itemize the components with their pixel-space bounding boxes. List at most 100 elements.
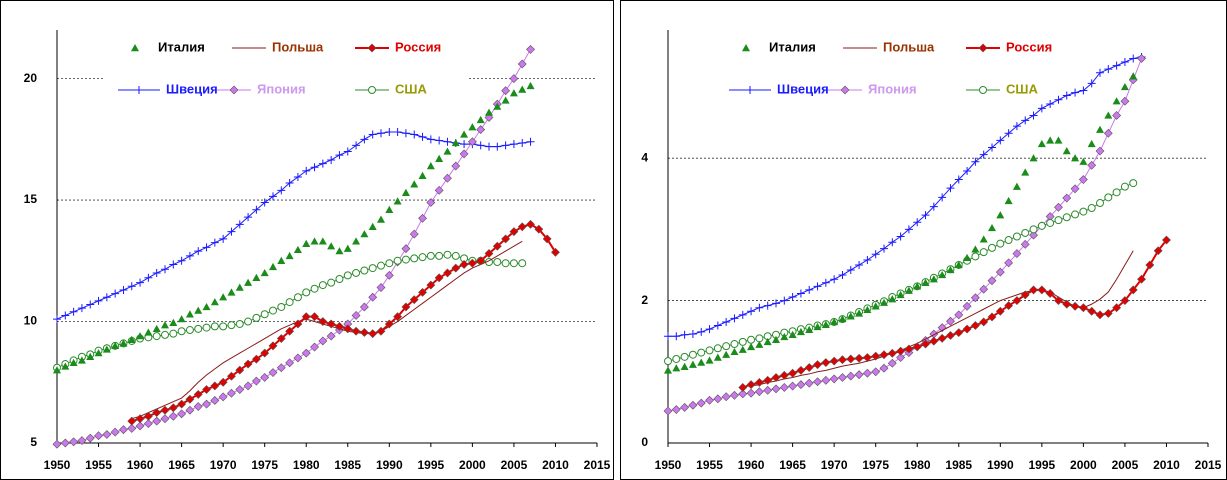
marker <box>468 123 477 131</box>
marker <box>385 128 394 137</box>
marker <box>713 353 722 361</box>
series-line <box>668 56 1142 337</box>
marker <box>696 398 706 408</box>
marker <box>1037 285 1047 295</box>
marker <box>185 251 194 260</box>
marker <box>1046 218 1055 227</box>
marker <box>871 250 880 259</box>
marker <box>501 259 510 268</box>
marker <box>61 362 70 370</box>
marker <box>443 268 452 278</box>
marker <box>276 363 286 373</box>
marker <box>1004 196 1013 205</box>
marker <box>995 267 1005 277</box>
marker <box>343 271 352 280</box>
marker <box>493 142 502 151</box>
marker <box>904 225 913 234</box>
marker <box>418 213 427 223</box>
marker <box>476 125 486 135</box>
x-tick-label: 2015 <box>584 458 611 472</box>
marker <box>987 312 997 322</box>
marker <box>946 316 955 326</box>
marker <box>896 232 905 241</box>
marker <box>771 373 781 382</box>
marker <box>110 427 120 437</box>
marker <box>1071 88 1080 97</box>
marker <box>385 259 394 268</box>
marker <box>426 198 436 207</box>
legend-label: Италия <box>158 39 205 54</box>
marker <box>360 135 369 144</box>
marker <box>318 281 327 290</box>
marker <box>805 285 814 294</box>
marker <box>796 289 805 298</box>
marker <box>730 347 739 356</box>
marker <box>788 368 798 378</box>
marker <box>235 365 245 375</box>
x-tick-label: 1950 <box>655 458 682 472</box>
marker <box>169 329 178 338</box>
x-tick-label: 1955 <box>696 458 723 472</box>
marker <box>688 350 697 359</box>
marker <box>813 282 822 291</box>
marker <box>210 381 220 391</box>
marker <box>854 370 864 380</box>
marker <box>351 326 361 336</box>
marker <box>202 243 211 252</box>
marker <box>846 312 855 320</box>
legend-label: Италия <box>769 39 816 54</box>
marker <box>672 354 681 363</box>
marker <box>343 147 352 156</box>
marker <box>301 348 311 358</box>
marker <box>177 399 187 409</box>
legend-marker <box>131 44 139 52</box>
marker <box>929 336 939 346</box>
series-line <box>131 223 557 423</box>
marker <box>921 278 930 286</box>
marker <box>747 342 756 351</box>
marker <box>979 150 988 159</box>
marker <box>244 213 253 222</box>
legend-marker <box>979 86 987 94</box>
marker <box>401 244 411 254</box>
marker <box>1046 136 1055 144</box>
legend-label: США <box>395 81 427 96</box>
marker <box>1021 228 1030 237</box>
marker <box>821 375 831 385</box>
marker <box>161 330 169 339</box>
marker <box>904 344 914 354</box>
legend-marker <box>978 43 988 53</box>
marker <box>913 218 922 227</box>
marker <box>887 358 897 368</box>
marker <box>410 254 419 263</box>
marker <box>517 59 527 69</box>
marker <box>235 220 244 229</box>
marker <box>418 287 427 297</box>
marker <box>1078 175 1088 184</box>
marker <box>747 307 756 316</box>
marker <box>1087 139 1096 148</box>
marker <box>938 193 947 202</box>
marker <box>971 157 980 166</box>
marker <box>185 405 195 415</box>
marker <box>755 303 764 312</box>
marker <box>219 322 228 331</box>
marker <box>804 378 814 388</box>
marker <box>1104 193 1113 202</box>
marker <box>393 128 402 137</box>
marker <box>846 354 856 364</box>
marker <box>384 319 394 329</box>
marker <box>754 387 764 397</box>
marker <box>467 137 477 147</box>
marker <box>310 312 319 322</box>
marker <box>813 360 822 370</box>
marker <box>663 406 673 416</box>
legend-marker <box>229 85 239 95</box>
marker <box>277 186 286 195</box>
x-tick-label: 1970 <box>821 458 848 472</box>
marker <box>746 388 756 398</box>
y-tick-label: 5 <box>30 435 37 449</box>
marker <box>995 306 1005 316</box>
x-tick-label: 1985 <box>334 458 361 472</box>
marker <box>517 222 527 232</box>
